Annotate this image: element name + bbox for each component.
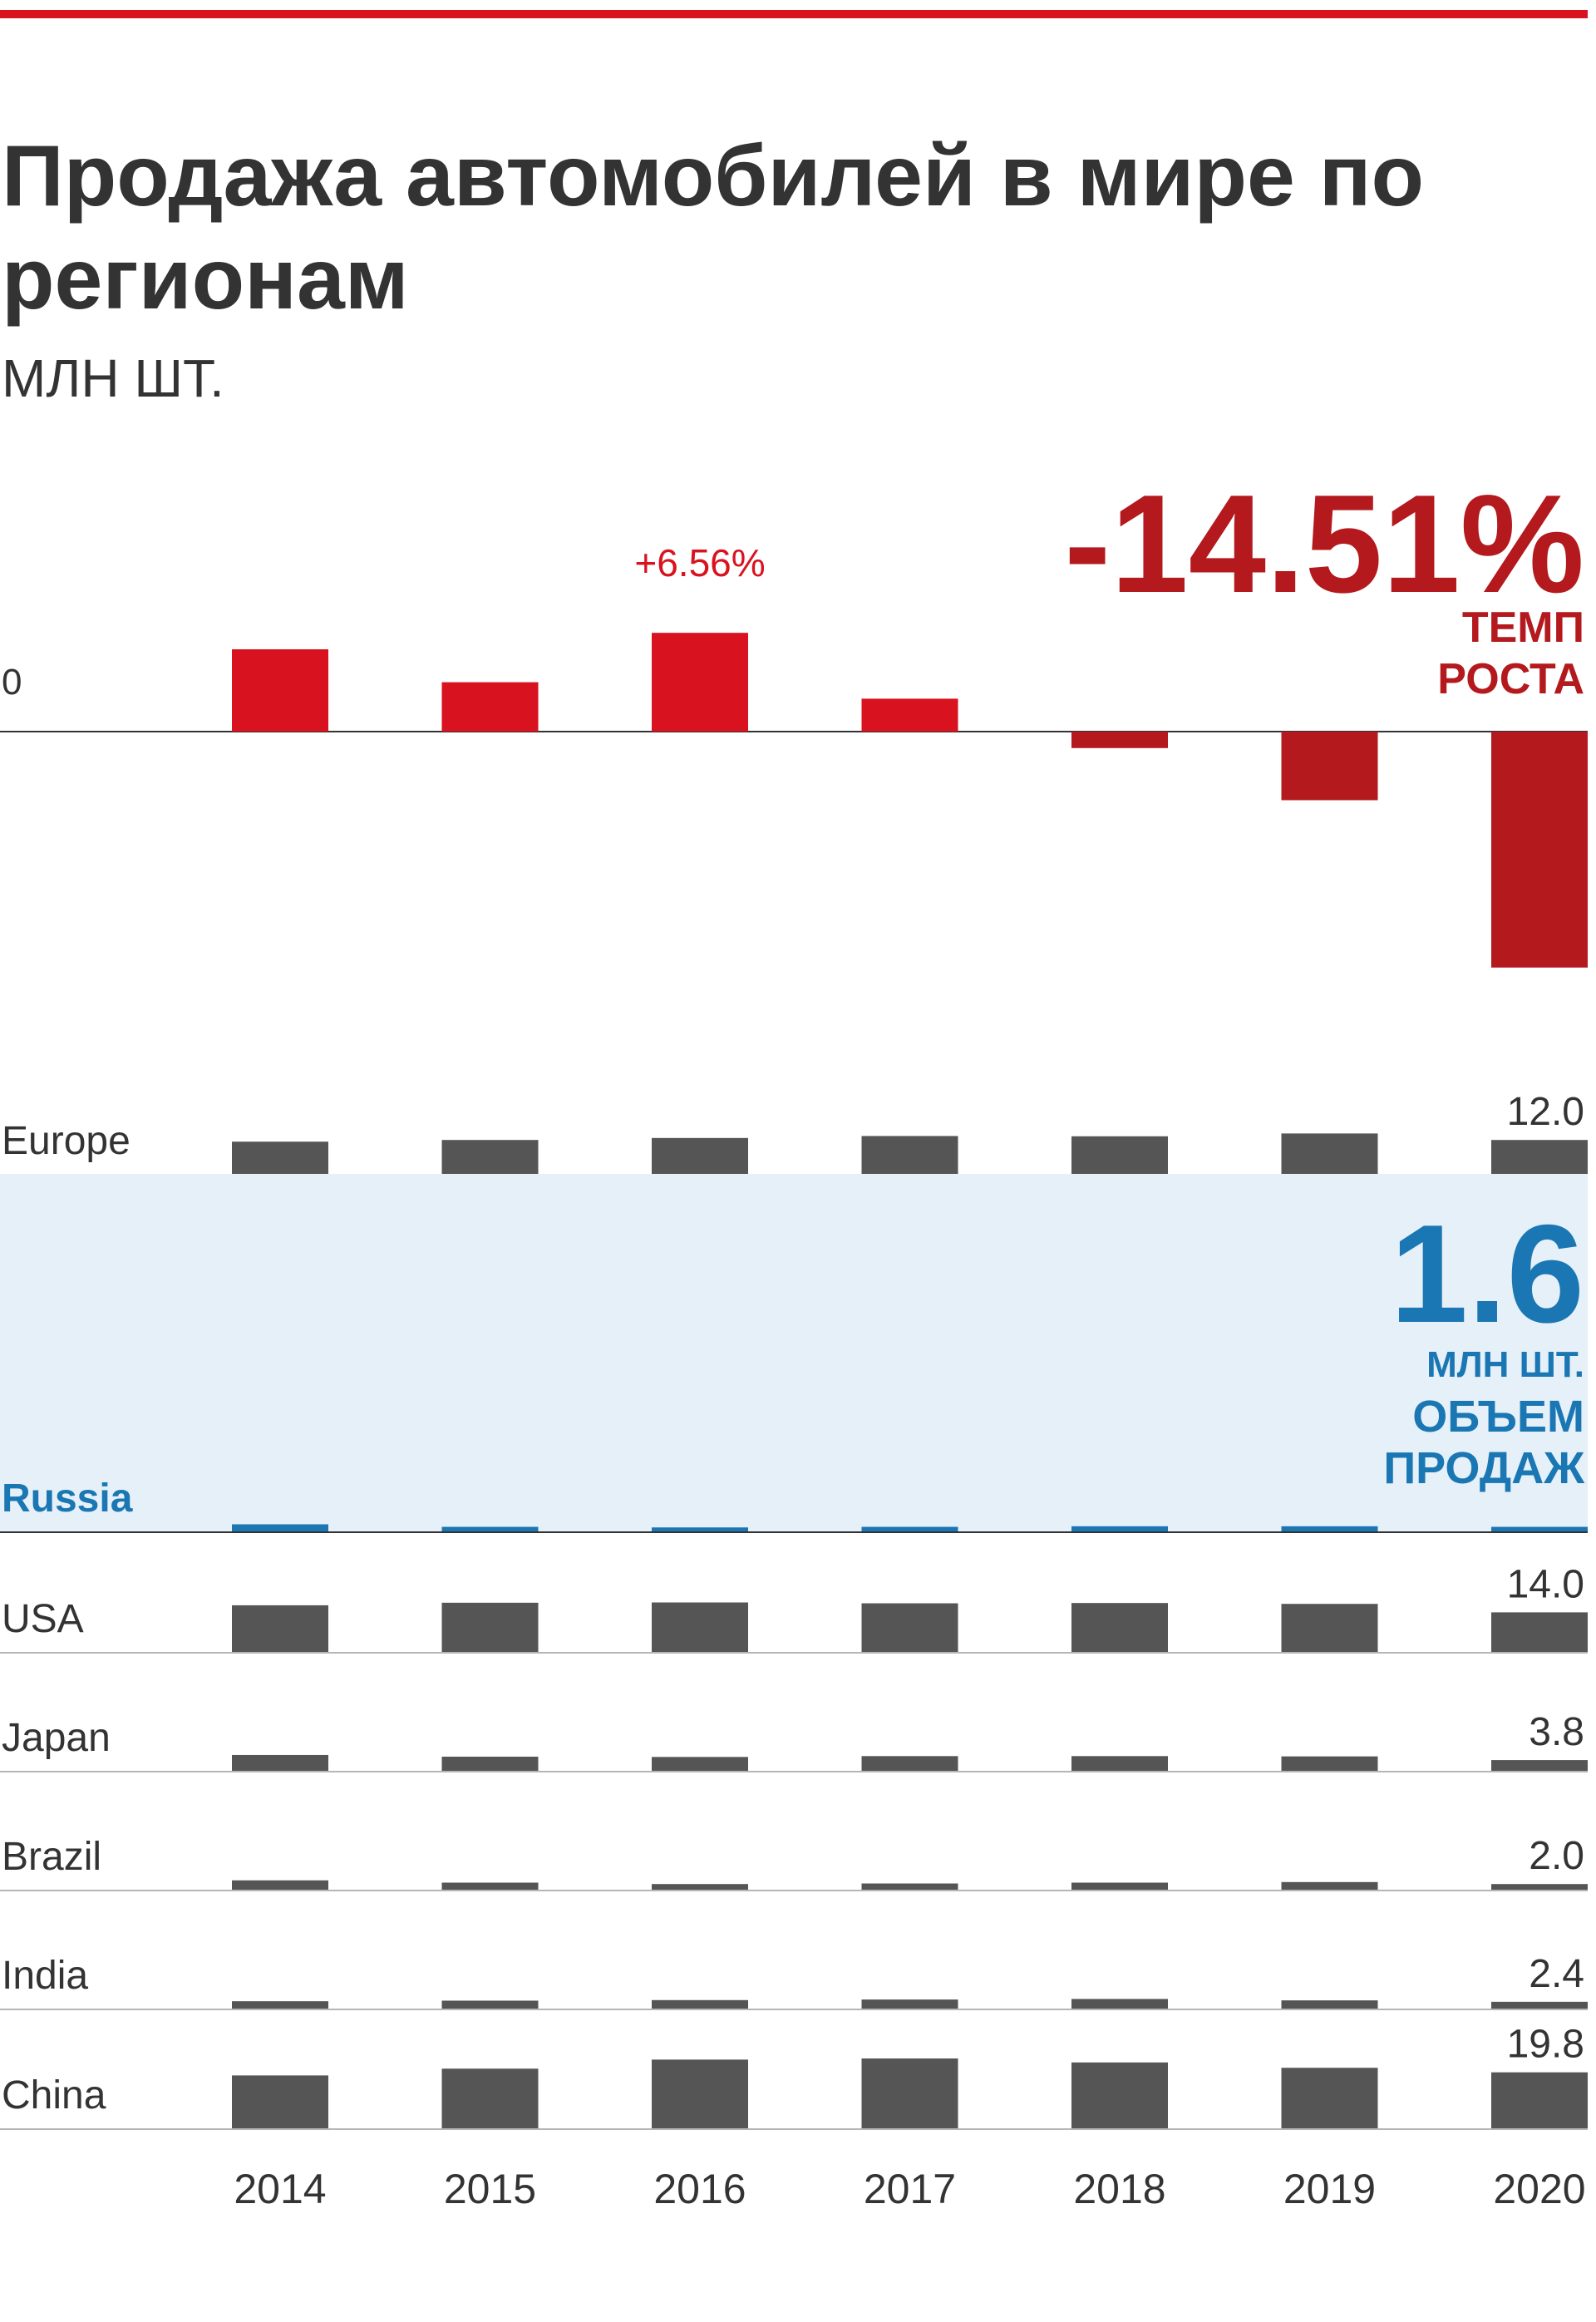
growth-bar-2018 <box>1071 732 1168 748</box>
region-bar-russia-2020 <box>1491 1526 1588 1531</box>
region-callout-value-russia: 1.6 <box>1390 1196 1584 1352</box>
region-bar-europe-2020 <box>1491 1140 1588 1174</box>
region-bar-russia-2019 <box>1281 1526 1378 1531</box>
x-tick-label-2020: 2020 <box>1493 2166 1585 2212</box>
region-label-china: China <box>2 2073 106 2117</box>
region-bar-china-2017 <box>861 2058 958 2128</box>
region-bar-usa-2020 <box>1491 1612 1588 1652</box>
region-highlight-band-russia <box>0 1174 1588 1531</box>
region-callout-label-line: ПРОДАЖ <box>1383 1443 1585 1493</box>
region-bar-usa-2018 <box>1071 1603 1168 1652</box>
region-bar-europe-2016 <box>652 1137 748 1174</box>
region-last-value-brazil: 2.0 <box>1529 1834 1584 1878</box>
region-bar-brazil-2020 <box>1491 1884 1588 1890</box>
x-tick-label-2014: 2014 <box>234 2166 326 2212</box>
region-bar-brazil-2015 <box>441 1882 539 1890</box>
region-bar-india-2020 <box>1491 2001 1588 2009</box>
region-bar-brazil-2016 <box>652 1884 748 1890</box>
region-callout-unit-russia: МЛН ШТ. <box>1426 1344 1584 1385</box>
region-bar-china-2015 <box>441 2068 539 2128</box>
region-bar-usa-2016 <box>652 1602 748 1652</box>
region-bar-china-2016 <box>652 2059 748 2128</box>
growth-bar-2020 <box>1491 732 1588 968</box>
growth-bar-2019 <box>1281 732 1378 801</box>
region-bar-china-2020 <box>1491 2072 1588 2128</box>
region-last-value-usa: 14.0 <box>1507 1562 1584 1606</box>
region-bar-china-2019 <box>1281 2068 1378 2128</box>
region-bar-india-2019 <box>1281 2000 1378 2009</box>
region-bar-china-2014 <box>232 2075 328 2128</box>
growth-bar-2017 <box>861 698 958 732</box>
x-tick-label-2018: 2018 <box>1073 2166 1165 2212</box>
region-bar-india-2017 <box>861 1999 958 2009</box>
x-tick-label-2016: 2016 <box>653 2166 746 2212</box>
region-bar-india-2016 <box>652 1999 748 2009</box>
region-label-usa: USA <box>2 1597 84 1641</box>
region-bar-japan-2014 <box>232 1754 328 1771</box>
region-bar-china-2018 <box>1071 2062 1168 2128</box>
region-bar-usa-2019 <box>1281 1604 1378 1652</box>
region-bar-brazil-2019 <box>1281 1881 1378 1890</box>
region-bar-brazil-2017 <box>861 1883 958 1890</box>
growth-bar-2015 <box>441 682 539 732</box>
region-callout-label-line: ОБЪЕМ <box>1412 1392 1584 1442</box>
region-bar-europe-2019 <box>1281 1133 1378 1174</box>
region-last-value-japan: 3.8 <box>1529 1710 1584 1754</box>
region-bar-russia-2016 <box>652 1527 748 1531</box>
region-label-europe: Europe <box>2 1119 131 1163</box>
x-tick-label-2015: 2015 <box>444 2166 536 2212</box>
region-label-brazil: Brazil <box>2 1835 101 1879</box>
x-tick-label-2019: 2019 <box>1283 2166 1376 2212</box>
region-bar-russia-2015 <box>441 1526 539 1531</box>
growth-callout-label-line: РОСТА <box>1437 655 1584 703</box>
region-bar-japan-2015 <box>441 1757 539 1771</box>
region-last-value-europe: 12.0 <box>1507 1090 1584 1134</box>
region-bar-japan-2019 <box>1281 1756 1378 1771</box>
region-bar-usa-2015 <box>441 1602 539 1652</box>
region-bar-india-2015 <box>441 2000 539 2009</box>
chart-subtitle: МЛН ШТ. <box>2 348 224 408</box>
region-label-india: India <box>2 1954 88 1998</box>
top-accent-line <box>0 10 1588 18</box>
region-last-value-india: 2.4 <box>1529 1952 1584 1996</box>
growth-callout-value: -14.51% <box>1064 466 1584 622</box>
region-bar-russia-2018 <box>1071 1526 1168 1531</box>
region-bar-europe-2014 <box>232 1141 328 1174</box>
growth-zero-label: 0 <box>2 662 22 703</box>
region-last-value-china: 19.8 <box>1507 2023 1584 2067</box>
region-bar-japan-2020 <box>1491 1760 1588 1771</box>
region-bar-europe-2018 <box>1071 1136 1168 1174</box>
region-bar-russia-2017 <box>861 1526 958 1531</box>
region-bar-india-2018 <box>1071 1999 1168 2009</box>
region-bar-usa-2014 <box>232 1605 328 1652</box>
growth-bar-2014 <box>232 649 328 732</box>
region-bar-usa-2017 <box>861 1603 958 1652</box>
region-bar-europe-2015 <box>441 1140 539 1174</box>
region-bar-japan-2016 <box>652 1757 748 1771</box>
region-bar-brazil-2014 <box>232 1880 328 1890</box>
growth-bar-2016 <box>652 633 748 732</box>
region-bar-brazil-2018 <box>1071 1882 1168 1890</box>
region-bar-japan-2018 <box>1071 1756 1168 1771</box>
growth-annotation-2016: +6.56% <box>634 541 765 584</box>
region-bar-japan-2017 <box>861 1756 958 1771</box>
x-tick-label-2017: 2017 <box>864 2166 956 2212</box>
chart-title: Продажа автомобилей в мире по регионам <box>2 128 1425 328</box>
region-label-russia: Russia <box>2 1477 133 1521</box>
region-bar-europe-2017 <box>861 1136 958 1174</box>
region-label-japan: Japan <box>2 1716 111 1760</box>
region-bar-russia-2014 <box>232 1524 328 1531</box>
growth-callout-label-line: ТЕМП <box>1462 604 1584 652</box>
region-bar-india-2014 <box>232 2001 328 2009</box>
